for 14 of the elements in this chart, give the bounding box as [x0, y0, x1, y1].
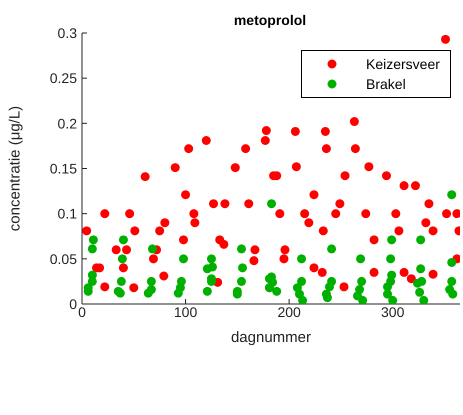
y-tick-label: 0.25 [50, 70, 78, 86]
y-axis-title: concentratie (μg/L) [6, 106, 24, 232]
y-tick-label: 0.15 [50, 160, 78, 176]
legend-label: Brakel [366, 76, 406, 92]
y-tick-label: 0.3 [58, 24, 78, 41]
y-tick-label: 0.05 [50, 250, 78, 267]
y-tick-label: 0.2 [58, 115, 78, 132]
chart-title: metoprolol [234, 12, 306, 28]
x-tick-label: 100 [174, 304, 198, 320]
x-axis-title: dagnummer [230, 329, 312, 346]
x-tick-label: 300 [381, 304, 405, 320]
y-tick-label: 0.1 [58, 206, 78, 222]
legend-label: Keizersveer [366, 56, 440, 72]
x-tick-label: 200 [277, 304, 302, 320]
